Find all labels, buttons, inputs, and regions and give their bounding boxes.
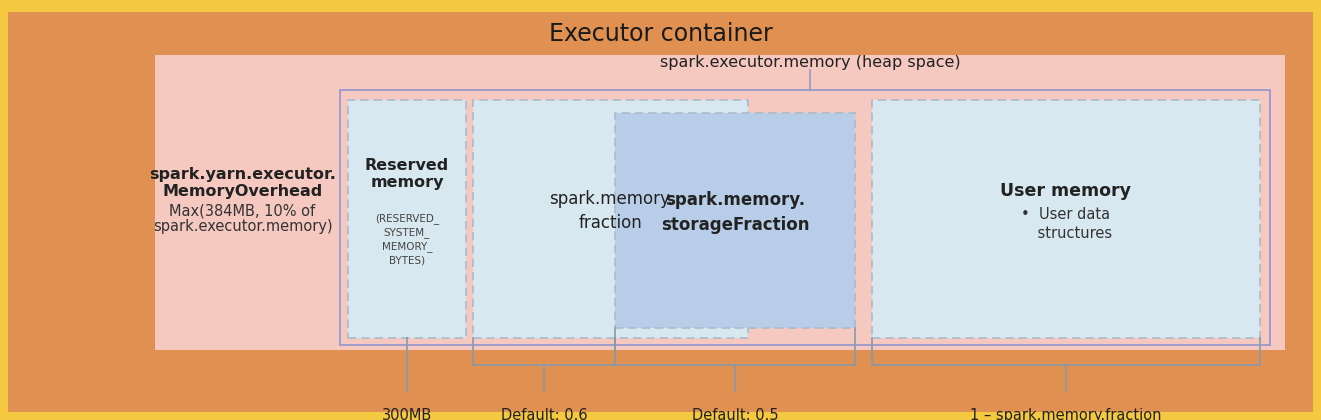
Text: spark.executor.memory): spark.executor.memory) xyxy=(153,219,333,234)
Text: Max(384MB, 10% of: Max(384MB, 10% of xyxy=(169,203,316,218)
Text: User memory: User memory xyxy=(1000,182,1132,200)
Text: MemoryOverhead: MemoryOverhead xyxy=(162,184,322,199)
Text: spark.memory.
storageFraction: spark.memory. storageFraction xyxy=(660,191,810,234)
Text: Default: 0.6: Default: 0.6 xyxy=(501,408,588,420)
Bar xyxy=(473,100,748,338)
Text: Default: 0.5: Default: 0.5 xyxy=(692,408,778,420)
Text: 300MB: 300MB xyxy=(382,408,432,420)
Text: (RESERVED_
SYSTEM_
MEMORY_
BYTES): (RESERVED_ SYSTEM_ MEMORY_ BYTES) xyxy=(375,213,439,265)
Text: spark.memory.
fraction: spark.memory. fraction xyxy=(548,189,672,233)
Text: •  User data
    structures: • User data structures xyxy=(1020,207,1112,241)
Text: Executor container: Executor container xyxy=(548,22,773,46)
Bar xyxy=(155,55,1285,350)
Bar xyxy=(616,113,855,328)
Bar xyxy=(347,100,466,338)
Bar xyxy=(872,100,1260,338)
Text: spark.executor.memory (heap space): spark.executor.memory (heap space) xyxy=(659,55,960,70)
Text: spark.yarn.executor.: spark.yarn.executor. xyxy=(149,167,336,182)
Text: Reserved
memory: Reserved memory xyxy=(365,158,449,190)
Bar xyxy=(339,90,1269,345)
Text: 1 – spark.memory.fraction: 1 – spark.memory.fraction xyxy=(970,408,1161,420)
